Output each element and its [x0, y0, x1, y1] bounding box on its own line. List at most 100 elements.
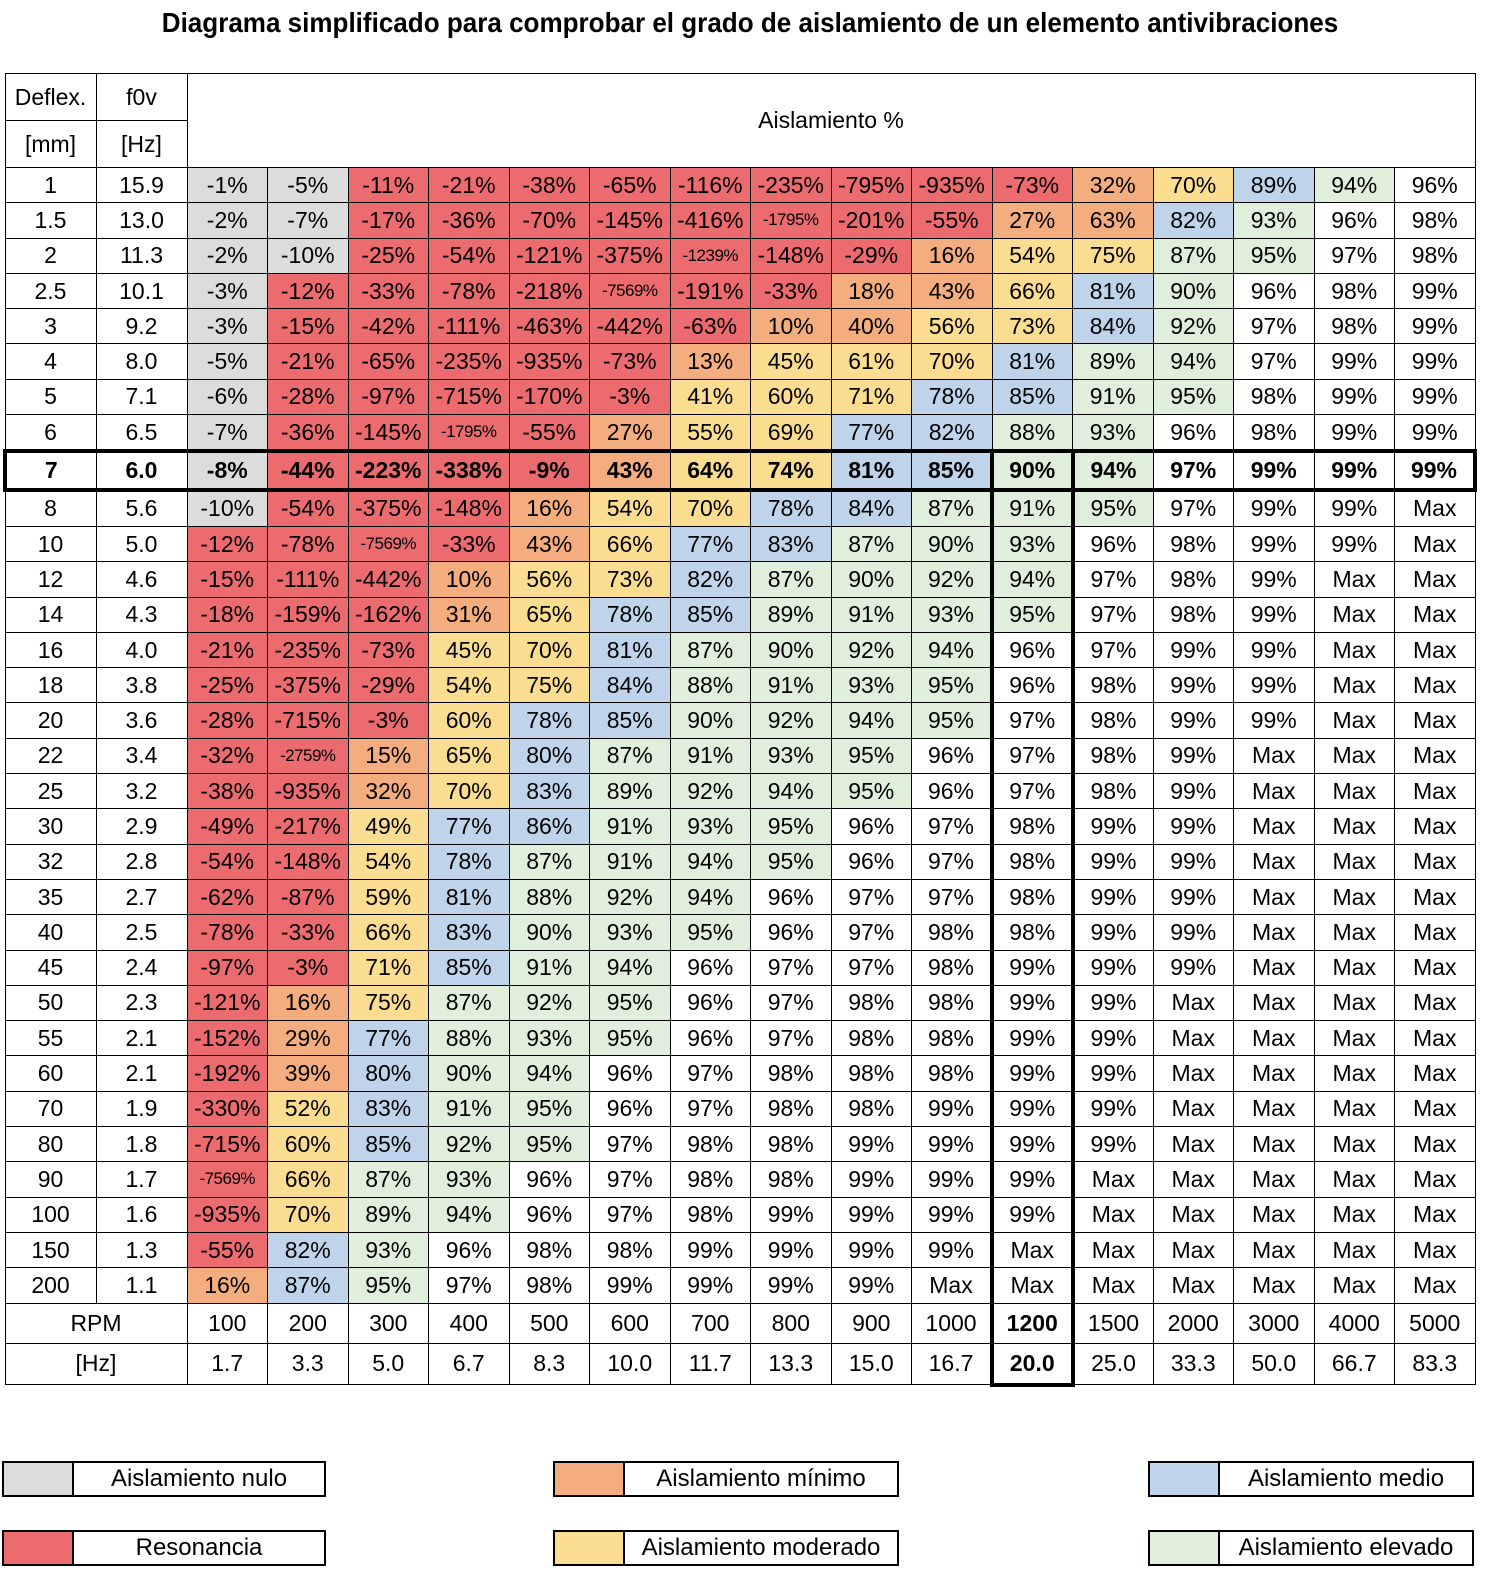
value-cell: -375% [347, 489, 429, 527]
value-cell: 78% [750, 489, 832, 527]
value-cell: Max [1152, 1090, 1234, 1128]
value-cell: 16% [911, 237, 993, 274]
value-cell: 96% [669, 984, 751, 1022]
f0v-cell: 3.2 [95, 773, 188, 810]
value-cell: 92% [508, 984, 590, 1022]
value-cell: Max [1394, 1126, 1476, 1163]
hz-cell: 16.7 [911, 1342, 993, 1385]
value-cell: -54% [267, 489, 349, 527]
value-cell: 99% [1233, 667, 1315, 704]
value-cell: -170% [508, 378, 590, 416]
value-cell: 99% [1313, 489, 1395, 527]
value-cell: 97% [1233, 343, 1315, 380]
value-cell: 85% [347, 1126, 429, 1163]
f0v-cell: 2.1 [95, 1055, 188, 1092]
value-cell: 65% [428, 737, 510, 775]
value-cell: -235% [428, 343, 510, 380]
rpm-cell: 600 [589, 1302, 671, 1344]
value-cell: Max [1233, 1126, 1315, 1163]
value-cell: Max [1233, 1090, 1315, 1128]
table-row: 8 5.6 -10% -54% -375% -148% 16% 54% 70% 78% 84% 87%… [4, 489, 1476, 527]
value-cell: 99% [1313, 343, 1395, 380]
f0v-cell: 2.8 [95, 843, 188, 880]
value-cell: 31% [428, 596, 510, 633]
value-cell: 94% [830, 702, 912, 739]
value-cell: -3% [186, 308, 268, 345]
value-cell: 98% [1233, 414, 1315, 452]
value-cell: -25% [186, 667, 268, 704]
f0v-cell: 1.1 [95, 1267, 188, 1304]
hz-cell: 13.3 [750, 1342, 832, 1385]
value-cell: 93% [990, 525, 1075, 563]
value-cell: 96% [990, 667, 1075, 704]
value-cell: 85% [428, 949, 510, 986]
table-row: 55 2.1 -152% 29% 77% 88% 93% 95% 96% 97% 98% 98% 99%… [4, 1020, 1476, 1057]
value-cell: 99% [1394, 449, 1477, 492]
value-cell: 99% [1152, 667, 1234, 704]
value-cell: 18% [830, 272, 912, 310]
value-cell: 81% [830, 449, 912, 492]
value-cell: 97% [428, 1267, 510, 1304]
value-cell: 99% [1072, 1126, 1154, 1163]
value-cell: 99% [1152, 914, 1234, 951]
value-cell: 99% [1152, 631, 1234, 669]
value-cell: -63% [669, 308, 751, 345]
value-cell: 16% [186, 1267, 268, 1304]
f0v-cell: 2.4 [95, 949, 188, 986]
value-cell: 92% [669, 773, 751, 810]
deflex-cell: 10 [4, 525, 97, 563]
value-cell: -65% [347, 343, 429, 380]
value-cell: 95% [1072, 489, 1154, 527]
value-cell: 85% [991, 378, 1073, 416]
value-cell: 32% [1072, 166, 1154, 204]
legend-item: Aislamiento elevado [1148, 1530, 1474, 1566]
value-cell: Max [1394, 631, 1476, 669]
value-cell: 95% [347, 1267, 429, 1304]
legend-swatch [555, 1532, 625, 1564]
value-cell: 65% [508, 596, 590, 633]
value-cell: 94% [669, 843, 751, 880]
value-cell: 97% [750, 1020, 832, 1057]
value-cell: -10% [267, 237, 349, 274]
value-cell: 97% [589, 1196, 671, 1233]
value-cell: 99% [589, 1267, 671, 1304]
deflex-cell: 2.5 [4, 272, 97, 310]
value-cell: -223% [347, 449, 429, 492]
legend-swatch [1150, 1463, 1220, 1495]
value-cell: -442% [347, 561, 429, 598]
value-cell: -42% [347, 308, 429, 345]
legend-item: Aislamiento medio [1148, 1461, 1474, 1497]
value-cell: 99% [1152, 702, 1234, 739]
value-cell: 94% [990, 561, 1075, 598]
value-cell: 52% [267, 1090, 349, 1128]
value-cell: 97% [911, 843, 993, 880]
value-cell: 96% [1072, 525, 1154, 563]
value-cell: 54% [347, 843, 429, 880]
value-cell: 90% [990, 449, 1075, 492]
deflex-cell: 150 [4, 1231, 97, 1269]
legend-item: Resonancia [2, 1530, 326, 1566]
value-cell: 99% [990, 1020, 1075, 1057]
value-cell: 80% [508, 737, 590, 775]
table-row: 20 3.6 -28% -715% -3% 60% 78% 85% 90% 92% 94% 95% 97… [4, 702, 1476, 739]
f0v-cell: 10.1 [95, 272, 188, 310]
table-row: 14 4.3 -18% -159% -162% 31% 65% 78% 85% 89% 91% 93%… [4, 596, 1476, 633]
value-cell: -44% [267, 449, 349, 492]
value-cell: Max [1313, 1196, 1395, 1233]
value-cell: 98% [911, 984, 993, 1022]
table-row: 2 11.3 -2% -10% -25% -54% -121% -375% -1239% -148… [4, 237, 1476, 274]
value-cell: 94% [589, 949, 671, 986]
value-cell: 99% [750, 1231, 832, 1269]
f0v-cell: 5.0 [95, 525, 188, 563]
value-cell: 97% [1152, 489, 1234, 527]
value-cell: 97% [911, 808, 993, 845]
value-cell: 99% [1394, 308, 1476, 345]
deflex-cell: 12 [4, 561, 97, 598]
f0v-cell: 15.9 [95, 166, 188, 204]
f0v-cell: 4.6 [95, 561, 188, 598]
value-cell: 99% [911, 1161, 993, 1198]
value-cell: -33% [750, 272, 832, 310]
value-cell: 99% [990, 1055, 1075, 1092]
table-row: 60 2.1 -192% 39% 80% 90% 94% 96% 97% 98% 98% 98% 99%… [4, 1055, 1476, 1092]
value-cell: -715% [186, 1126, 268, 1163]
